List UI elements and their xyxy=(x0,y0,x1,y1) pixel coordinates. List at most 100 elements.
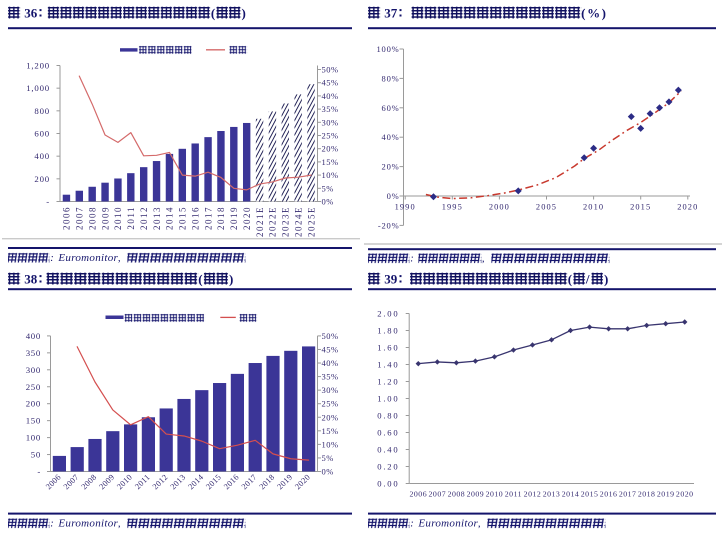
svg-text:2023E: 2023E xyxy=(281,206,291,237)
svg-text:400: 400 xyxy=(26,331,41,341)
svg-text:40%: 40% xyxy=(322,91,339,101)
svg-text:30%: 30% xyxy=(322,117,339,127)
svg-text:1.40: 1.40 xyxy=(377,360,399,370)
svg-text:): ) xyxy=(229,272,233,287)
svg-text:37: 37 xyxy=(384,6,398,21)
svg-text:80%: 80% xyxy=(382,73,400,83)
svg-text:2022E: 2022E xyxy=(268,206,278,237)
svg-text:2013: 2013 xyxy=(543,490,561,499)
svg-text:2007: 2007 xyxy=(75,206,85,230)
svg-text:0%: 0% xyxy=(322,197,334,207)
svg-text:2011: 2011 xyxy=(126,206,136,230)
svg-text:1.80: 1.80 xyxy=(377,326,399,336)
svg-text:2009: 2009 xyxy=(467,490,485,499)
svg-text:): ) xyxy=(602,6,606,21)
svg-text:10%: 10% xyxy=(322,439,339,449)
svg-text:0.60: 0.60 xyxy=(377,428,399,438)
svg-text:2020: 2020 xyxy=(293,473,312,492)
svg-text:Euromonitor: Euromonitor xyxy=(57,518,118,530)
svg-text:20%: 20% xyxy=(322,412,339,422)
svg-text:,: , xyxy=(118,518,121,530)
svg-text:2010: 2010 xyxy=(583,203,604,212)
svg-text:2006: 2006 xyxy=(62,206,72,230)
svg-text:2012: 2012 xyxy=(151,473,170,492)
svg-text:2007: 2007 xyxy=(429,490,447,499)
svg-text:100: 100 xyxy=(26,433,41,443)
svg-text:2010: 2010 xyxy=(486,490,504,499)
svg-text:2010: 2010 xyxy=(115,473,134,492)
svg-text:2015: 2015 xyxy=(178,206,188,230)
svg-text:2016: 2016 xyxy=(600,490,618,499)
svg-text:(: ( xyxy=(568,272,572,287)
svg-text:2009: 2009 xyxy=(97,473,116,492)
svg-text:2016: 2016 xyxy=(222,473,241,492)
svg-text:2024E: 2024E xyxy=(293,206,303,237)
svg-text:2005: 2005 xyxy=(536,203,557,212)
svg-text:1.20: 1.20 xyxy=(377,377,399,387)
svg-text:2025E: 2025E xyxy=(306,206,316,237)
svg-text:2012: 2012 xyxy=(524,490,542,499)
svg-text:(: ( xyxy=(581,6,585,21)
svg-text:45%: 45% xyxy=(322,344,339,354)
svg-text:1,000: 1,000 xyxy=(26,83,50,93)
svg-text:800: 800 xyxy=(34,106,50,116)
svg-text:35%: 35% xyxy=(322,104,339,114)
svg-text:2019: 2019 xyxy=(657,490,675,499)
svg-text:2011: 2011 xyxy=(133,473,152,492)
svg-text:2012: 2012 xyxy=(139,206,149,230)
svg-text:2021E: 2021E xyxy=(255,206,265,237)
svg-text:25%: 25% xyxy=(322,399,339,409)
svg-text:2010: 2010 xyxy=(113,206,123,230)
svg-text:5%: 5% xyxy=(322,453,334,463)
svg-text:300: 300 xyxy=(26,365,41,375)
svg-text:0.00: 0.00 xyxy=(377,479,399,489)
svg-text:2.00: 2.00 xyxy=(377,309,399,319)
svg-text:1,200: 1,200 xyxy=(26,61,50,71)
svg-text:%: % xyxy=(587,6,600,21)
svg-text:60%: 60% xyxy=(382,103,400,113)
svg-text:2019: 2019 xyxy=(275,473,294,492)
svg-text:2008: 2008 xyxy=(448,490,466,499)
svg-text:2016: 2016 xyxy=(190,206,200,230)
svg-text:,: , xyxy=(482,253,485,265)
svg-text::: : xyxy=(410,519,414,530)
svg-text:45%: 45% xyxy=(322,78,339,88)
svg-text:1.00: 1.00 xyxy=(377,394,399,404)
svg-text:,: , xyxy=(118,252,121,264)
svg-text:0.80: 0.80 xyxy=(377,411,399,421)
svg-text:(: ( xyxy=(211,6,215,21)
svg-text::: : xyxy=(410,254,414,265)
svg-text:): ) xyxy=(242,6,246,21)
svg-text:30%: 30% xyxy=(322,385,339,395)
svg-text:15%: 15% xyxy=(322,157,339,167)
svg-text:2009: 2009 xyxy=(100,206,110,230)
svg-text:5%: 5% xyxy=(322,183,334,193)
svg-text:-: - xyxy=(46,197,50,207)
svg-text::: : xyxy=(50,253,54,264)
svg-text:1990: 1990 xyxy=(395,203,416,212)
svg-text:2014: 2014 xyxy=(165,206,175,230)
svg-text:200: 200 xyxy=(34,174,50,184)
svg-text:): ) xyxy=(604,272,608,287)
svg-text:2020: 2020 xyxy=(676,490,694,499)
svg-text:39: 39 xyxy=(384,272,398,287)
svg-text:2015: 2015 xyxy=(204,473,223,492)
svg-text:50: 50 xyxy=(31,450,41,460)
svg-text::: : xyxy=(50,519,54,530)
svg-text:0.40: 0.40 xyxy=(377,445,399,455)
svg-text:2014: 2014 xyxy=(186,473,205,492)
svg-text:-20%: -20% xyxy=(378,220,400,230)
svg-text:40%: 40% xyxy=(322,358,339,368)
svg-text:15%: 15% xyxy=(322,426,339,436)
svg-text:40%: 40% xyxy=(382,132,400,142)
svg-text:Euromonitor: Euromonitor xyxy=(417,518,478,530)
svg-text:10%: 10% xyxy=(322,170,339,180)
svg-text:0.20: 0.20 xyxy=(377,462,399,472)
svg-text:2015: 2015 xyxy=(581,490,599,499)
svg-text:350: 350 xyxy=(26,348,41,358)
svg-text:200: 200 xyxy=(26,399,41,409)
svg-text:2006: 2006 xyxy=(410,490,428,499)
svg-text:2020: 2020 xyxy=(242,206,252,230)
svg-text:2000: 2000 xyxy=(489,203,510,212)
svg-text:50%: 50% xyxy=(322,65,339,75)
